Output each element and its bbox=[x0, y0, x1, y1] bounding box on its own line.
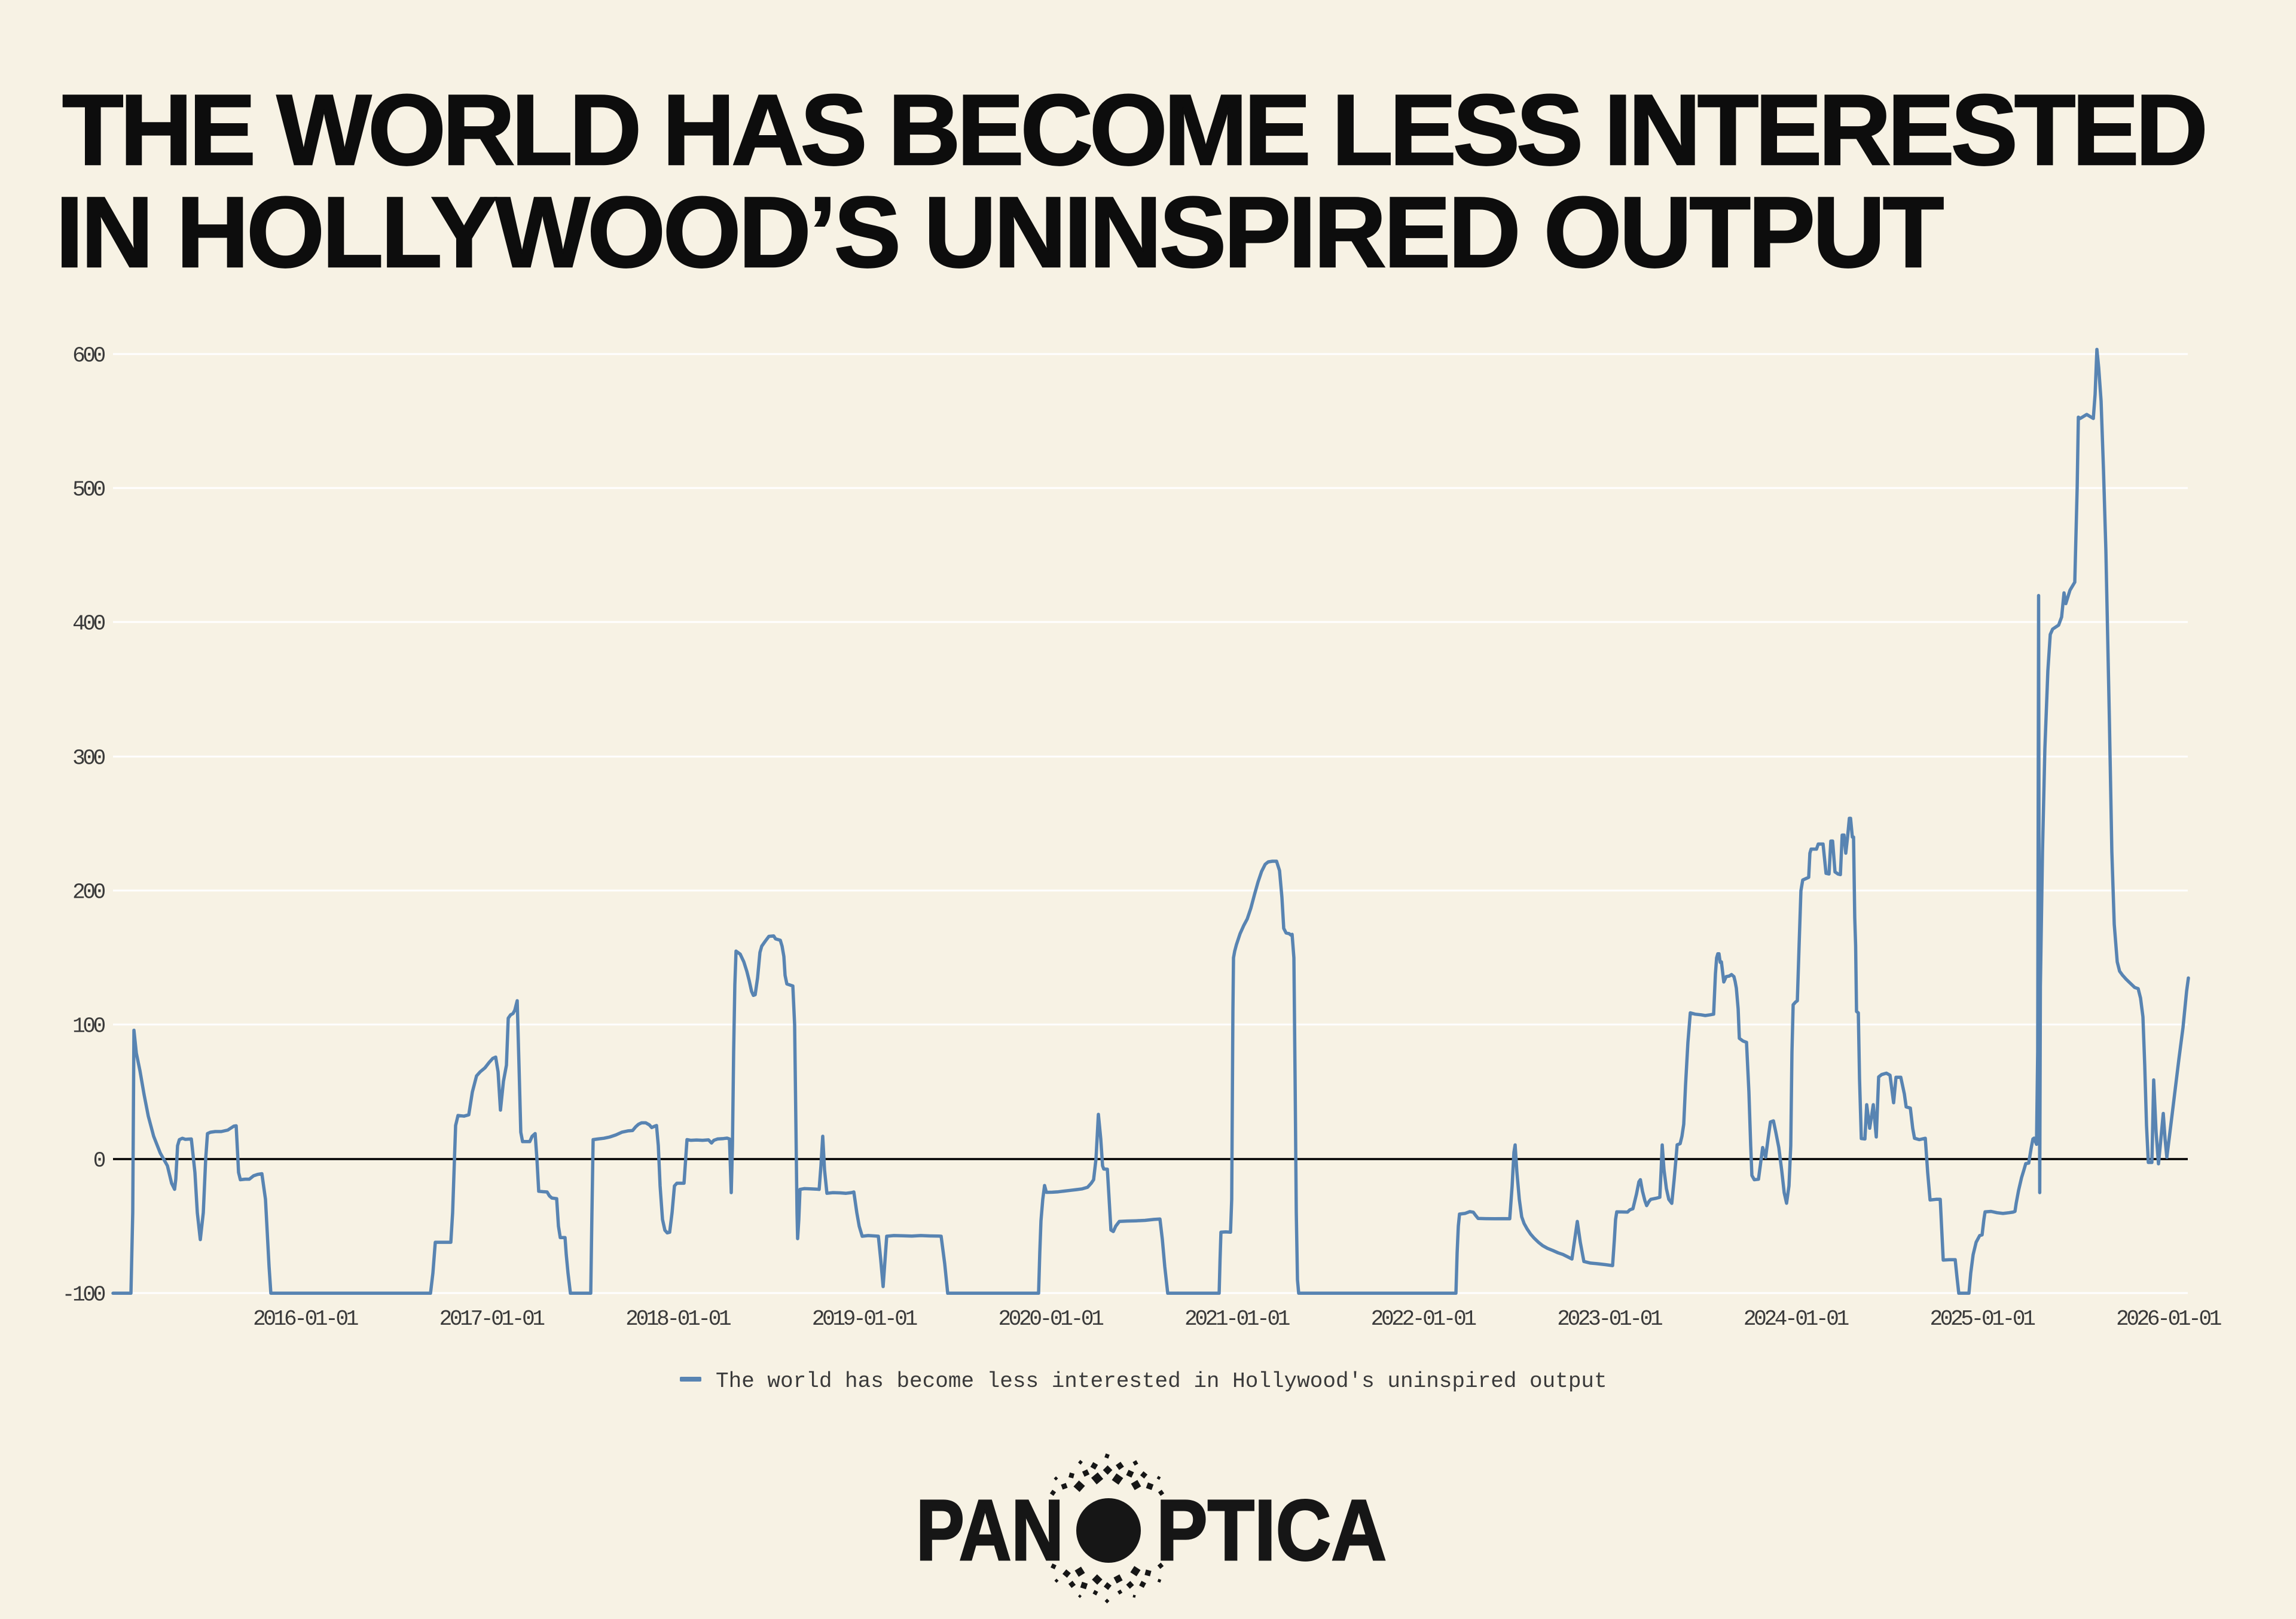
svg-text:2017-01-01: 2017-01-01 bbox=[439, 1307, 545, 1331]
svg-text:PTICA: PTICA bbox=[1156, 1482, 1387, 1578]
svg-text:2023-01-01: 2023-01-01 bbox=[1557, 1307, 1662, 1331]
svg-text:2020-01-01: 2020-01-01 bbox=[998, 1307, 1103, 1331]
svg-text:2019-01-01: 2019-01-01 bbox=[812, 1307, 917, 1331]
svg-text:2016-01-01: 2016-01-01 bbox=[253, 1307, 358, 1331]
svg-text:200: 200 bbox=[72, 880, 105, 905]
svg-text:2025-01-01: 2025-01-01 bbox=[1929, 1307, 2035, 1331]
svg-text:PAN: PAN bbox=[916, 1482, 1064, 1578]
svg-text:2024-01-01: 2024-01-01 bbox=[1744, 1307, 1849, 1331]
svg-text:400: 400 bbox=[72, 612, 105, 636]
svg-text:2022-01-01: 2022-01-01 bbox=[1371, 1307, 1476, 1331]
svg-text:2026-01-01: 2026-01-01 bbox=[2116, 1307, 2221, 1331]
svg-text:500: 500 bbox=[72, 478, 105, 502]
svg-text:2021-01-01: 2021-01-01 bbox=[1184, 1307, 1290, 1331]
svg-text:600: 600 bbox=[72, 344, 105, 368]
svg-text:300: 300 bbox=[72, 746, 105, 771]
svg-text:100: 100 bbox=[72, 1014, 105, 1039]
svg-text:2018-01-01: 2018-01-01 bbox=[625, 1307, 731, 1331]
svg-text:0: 0 bbox=[93, 1149, 105, 1173]
svg-text:-100: -100 bbox=[62, 1283, 105, 1307]
svg-text:The world has become less inte: The world has become less interested in … bbox=[716, 1369, 1607, 1394]
